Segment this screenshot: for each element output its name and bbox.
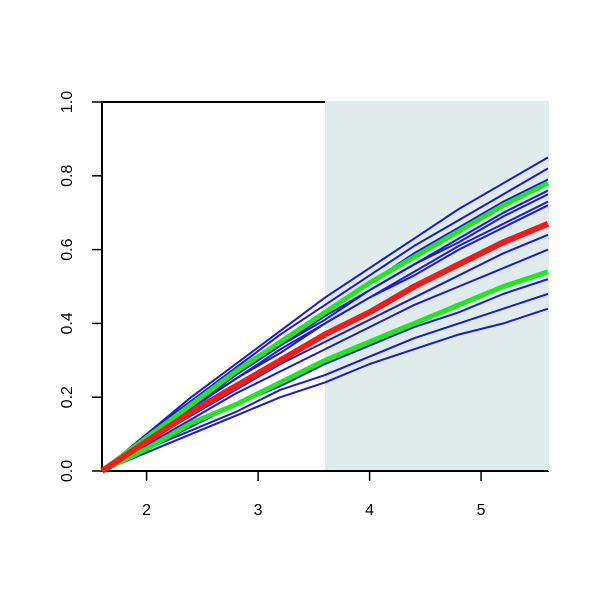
x-tick-label: 3 bbox=[254, 502, 263, 519]
series-line bbox=[100, 220, 550, 474]
series-line bbox=[101, 248, 549, 472]
series-line bbox=[100, 180, 550, 474]
y-tick-label: 0.6 bbox=[59, 238, 76, 260]
x-tick-label: 5 bbox=[477, 502, 486, 519]
y-tick-label: 0.0 bbox=[59, 460, 76, 482]
y-tick-label: 0.4 bbox=[59, 312, 76, 334]
series-line bbox=[101, 156, 549, 472]
series-line bbox=[101, 292, 549, 472]
y-tick-label: 1.0 bbox=[59, 91, 76, 113]
series-line bbox=[101, 307, 549, 472]
series-line bbox=[101, 167, 549, 472]
x-tick-label: 4 bbox=[365, 502, 374, 519]
y-tick-label: 0.8 bbox=[59, 165, 76, 187]
y-tick-label: 0.2 bbox=[59, 386, 76, 408]
series-line bbox=[100, 269, 549, 474]
x-tick-label: 2 bbox=[142, 502, 151, 519]
